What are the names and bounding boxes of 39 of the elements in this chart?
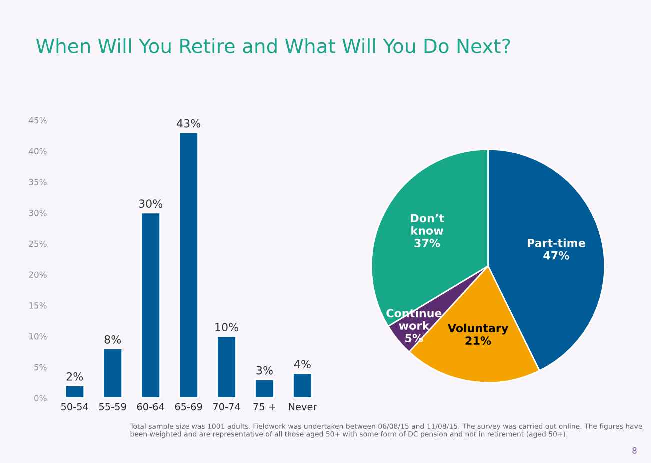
data-label: 21% xyxy=(466,336,492,346)
data-label: 43% xyxy=(176,119,201,128)
y-tick-label: 35% xyxy=(29,179,47,186)
y-tick-label: 40% xyxy=(29,148,47,155)
bar xyxy=(216,336,237,398)
data-label: 37% xyxy=(414,239,440,248)
x-tick-label: 50-54 xyxy=(61,403,88,411)
bar xyxy=(64,385,86,398)
x-tick-label: 55-59 xyxy=(99,403,126,411)
x-tick-label: 60-64 xyxy=(137,403,164,411)
data-label: 8% xyxy=(104,335,122,344)
y-tick-label: 15% xyxy=(30,302,47,309)
text: 8 xyxy=(632,448,637,454)
x-tick-label: 75 + xyxy=(254,403,276,411)
data-label: 4% xyxy=(294,360,311,369)
y-tick-label: 10% xyxy=(30,333,47,340)
data-label: 30% xyxy=(139,200,163,208)
slice-label: Don’t know xyxy=(411,214,444,236)
x-tick-label: 65-69 xyxy=(175,403,202,411)
y-tick-label: 30% xyxy=(29,210,47,216)
slice-label: Part-time xyxy=(528,238,586,248)
bar xyxy=(140,212,162,398)
y-tick-label: 45% xyxy=(29,117,47,124)
y-tick-label: 20% xyxy=(29,272,47,278)
y-tick-label: 25% xyxy=(29,240,47,248)
chart-title: When Will You Retire and What Will You Do Next? xyxy=(36,38,510,54)
slice-label: Voluntary xyxy=(448,324,508,335)
data-label: 10% xyxy=(216,323,238,332)
bar xyxy=(102,348,124,398)
y-tick-label: 0% xyxy=(34,395,47,402)
data-label: 47% xyxy=(544,251,570,260)
x-tick-label: 70-74 xyxy=(213,403,240,411)
x-tick-label: Never xyxy=(289,403,318,411)
y-tick-label: 5% xyxy=(34,364,47,371)
bar xyxy=(292,372,313,398)
bar xyxy=(254,378,275,398)
bar xyxy=(178,132,199,398)
data-label: 3% xyxy=(256,366,273,375)
data-label: 2% xyxy=(66,372,84,381)
